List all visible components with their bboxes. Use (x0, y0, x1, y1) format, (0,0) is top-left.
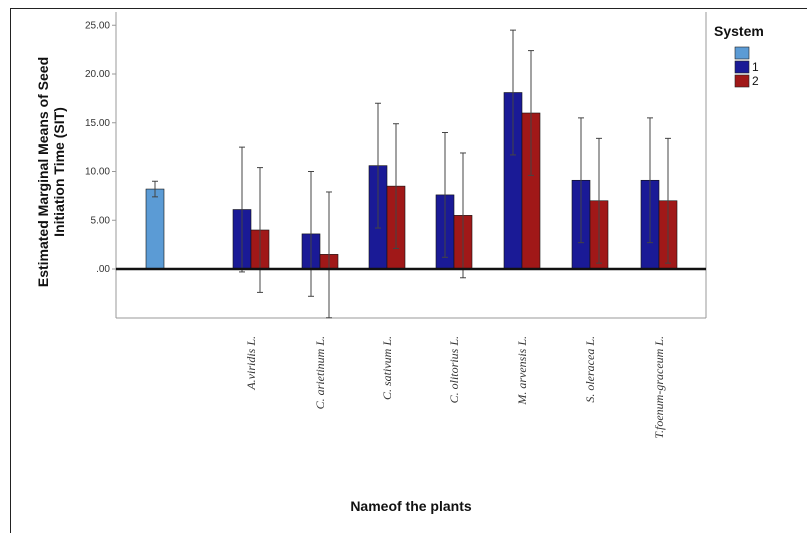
x-category-label-7: T.foenum-graceum L. (652, 336, 666, 439)
error-bar-series2-cat5 (528, 50, 534, 176)
y-tick-label-0: .00 (96, 264, 110, 275)
legend-swatch-2 (734, 74, 750, 88)
error-bar-series1-cat4 (442, 132, 448, 258)
legend-label-2: 2 (752, 74, 759, 88)
bar-series0-cat0 (145, 188, 165, 270)
x-category-labels: A.viridis L. C. arietinum L. C. sativum L.… (244, 336, 666, 439)
x-category-label-6: S. oleracea L. (583, 336, 597, 403)
x-category-label-1: A.viridis L. (244, 336, 258, 391)
error-bar-series2-cat1 (257, 167, 263, 293)
legend-title: System (714, 23, 764, 39)
y-tick-label-3: 15.00 (85, 118, 110, 129)
error-bar-series1-cat2 (308, 171, 314, 297)
x-category-label-4: C. olitorius L. (447, 336, 461, 403)
chart-frame (10, 8, 807, 533)
legend: System 12 (714, 23, 764, 88)
y-tick-label-5: 25.00 (85, 20, 110, 31)
error-bar-series1-cat1 (239, 146, 245, 273)
y-axis-title: Estimated Marginal Means of Seed Initiat… (35, 57, 67, 287)
y-axis-title-line1: Estimated Marginal Means of Seed (35, 57, 51, 287)
x-category-label-3: C. sativum L. (380, 336, 394, 400)
error-bar-series1-cat5 (510, 29, 516, 156)
y-tick-label-2: 10.00 (85, 167, 110, 178)
error-bar-series0-cat0 (152, 180, 158, 198)
legend-label-1: 1 (752, 60, 759, 74)
y-axis-title-line2: Initiation Time (SIT) (51, 107, 67, 237)
error-bar-series2-cat2 (326, 191, 332, 319)
x-category-label-5: M. arvensis L. (515, 336, 529, 406)
error-bar-series2-cat6 (596, 137, 602, 264)
legend-swatch-1 (734, 60, 750, 74)
error-bar-series2-cat4 (460, 152, 466, 279)
error-bar-series1-cat6 (578, 117, 584, 244)
x-axis-title: Nameof the plants (350, 498, 472, 514)
error-bar-series2-cat3 (393, 123, 399, 250)
error-bar-series2-cat7 (665, 137, 671, 264)
error-bar-series1-cat3 (375, 102, 381, 229)
y-tick-label-4: 20.00 (85, 69, 110, 80)
y-tick-label-1: 5.00 (91, 215, 111, 226)
x-category-label-2: C. arietinum L. (313, 336, 327, 409)
legend-swatch-0 (734, 46, 750, 60)
plot-area (115, 12, 707, 319)
y-tick-labels: .00 5.00 10.00 15.00 20.00 25.00 (85, 20, 116, 275)
error-bar-series1-cat7 (647, 117, 653, 244)
